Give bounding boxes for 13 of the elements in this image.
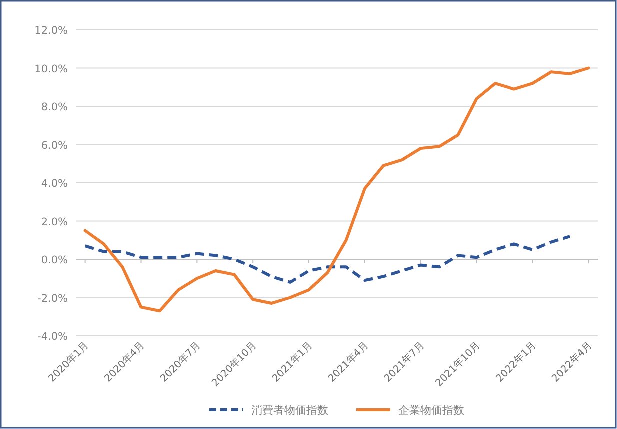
y-tick-label: 4.0% bbox=[41, 178, 68, 190]
y-tick-label: -2.0% bbox=[38, 292, 68, 305]
y-tick-label: 2.0% bbox=[41, 216, 68, 228]
y-tick-label: 0.0% bbox=[41, 254, 68, 266]
y-tick-label: -4.0% bbox=[38, 331, 68, 343]
y-tick-label: 8.0% bbox=[41, 102, 68, 114]
line-series bbox=[84, 235, 572, 284]
line-series bbox=[84, 66, 590, 313]
y-tick-label: 12.0% bbox=[34, 25, 68, 37]
y-tick-label: 6.0% bbox=[41, 140, 68, 152]
legend-label: 企業物価指数 bbox=[398, 404, 464, 417]
y-tick-label: 10.0% bbox=[34, 63, 68, 76]
legend-label: 消費者物価指数 bbox=[252, 404, 328, 417]
